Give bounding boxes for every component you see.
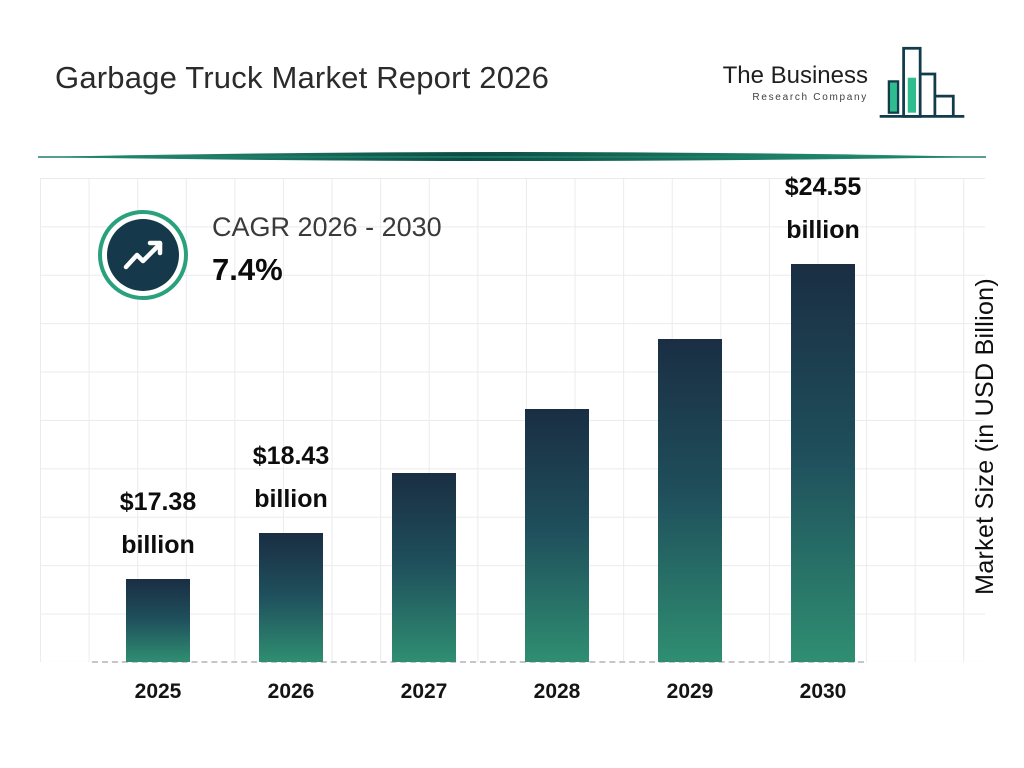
bar-2029: [658, 339, 722, 662]
y-axis-title: Market Size (in USD Billion): [971, 278, 999, 595]
bar-value-label-2030: $24.55 billion: [784, 173, 862, 244]
logo: The Business Research Company: [723, 44, 968, 133]
page-title: Garbage Truck Market Report 2026: [55, 60, 550, 95]
logo-company-name: The Business: [722, 62, 868, 89]
trending-up-icon: [98, 210, 188, 300]
teal-divider-line: [38, 152, 986, 161]
x-axis-label-2029: 2029: [666, 680, 714, 703]
bar-2025: [126, 579, 190, 662]
cagr-period-label: CAGR 2026 - 2030: [212, 212, 442, 242]
bar-2026: [259, 533, 323, 662]
bar-value-label-2025: $17.38 billion: [119, 488, 197, 559]
cagr-text: CAGR 2026 - 2030 7.4%: [212, 210, 442, 288]
x-axis-label-2027: 2027: [400, 680, 448, 703]
cagr-badge: CAGR 2026 - 2030 7.4%: [98, 210, 442, 300]
cagr-value: 7.4%: [212, 252, 283, 287]
x-axis-label-2026: 2026: [267, 680, 315, 703]
x-axis-labels: 2025 2026 2027 2028 2029 2030: [40, 662, 985, 710]
logo-text: The Business Research Company: [723, 44, 868, 103]
bar-2030: [791, 264, 855, 662]
x-axis-label-2028: 2028: [533, 680, 581, 703]
bar-2028: [525, 409, 589, 662]
trending-up-icon-circle: [107, 219, 179, 291]
x-axis-dashed-baseline: [92, 661, 864, 663]
bar-value-label-2026: $18.43 billion: [252, 442, 330, 513]
logo-company-subtitle: Research Company: [752, 92, 868, 103]
x-axis-label-2030: 2030: [799, 680, 847, 703]
x-axis-label-2025: 2025: [134, 680, 182, 703]
chart-plot-area: $17.38 billion $18.43 billion $24.55 billion: [40, 173, 985, 663]
bar-2027: [392, 473, 456, 662]
logo-bar-chart-icon: [876, 44, 968, 133]
